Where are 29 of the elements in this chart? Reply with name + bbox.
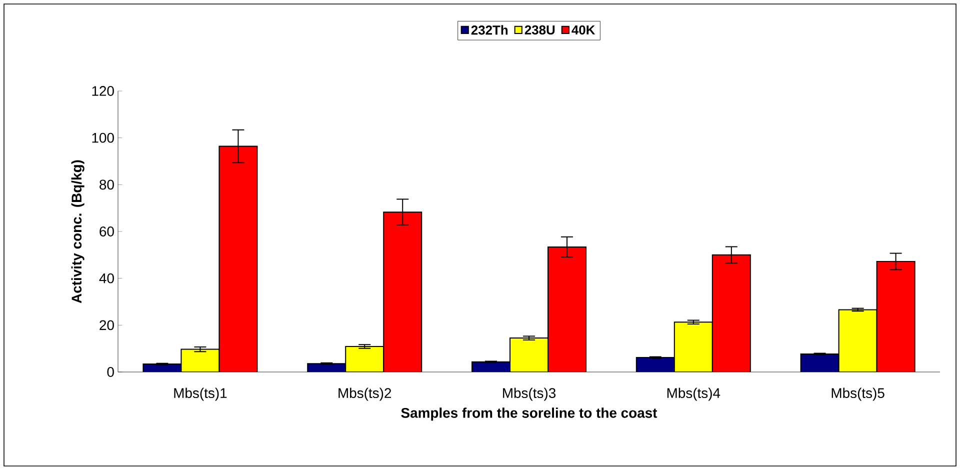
y-tick-label: 120 [92, 86, 114, 96]
y-tick-label: 40 [99, 273, 114, 284]
bar [636, 356, 675, 372]
x-tick-label: Mbs(ts)3 [503, 388, 556, 401]
y-tick-label: 60 [100, 226, 114, 236]
y-axis-title: Activity conc. (Bq/kg) [71, 160, 84, 304]
legend-label: 232Th [471, 25, 508, 35]
bar [218, 146, 258, 372]
bar [383, 212, 422, 372]
y-tick-label: 0 [107, 367, 114, 377]
x-tick-label: Mbs(ts)2 [338, 388, 392, 401]
x-tick-label: Mbs(ts)5 [832, 388, 884, 401]
bar [800, 353, 840, 372]
y-tick-label: 20 [100, 320, 114, 330]
bar [548, 246, 587, 372]
bar [510, 338, 549, 372]
y-tick-label: 100 [92, 132, 114, 143]
bar [674, 322, 713, 372]
legend-label: 238U [524, 25, 555, 35]
bar [712, 254, 751, 372]
x-tick-label: Mbs(ts)4 [667, 388, 720, 401]
bar [345, 346, 384, 372]
x-axis-title: Samples from the soreline to the coast [401, 408, 658, 421]
bar [876, 260, 916, 372]
bar [180, 348, 220, 372]
y-tick-label: 80 [100, 180, 114, 190]
bar [838, 309, 878, 372]
x-tick-label: Mbs(ts)1 [174, 388, 227, 401]
legend-label: 40K [572, 25, 596, 35]
